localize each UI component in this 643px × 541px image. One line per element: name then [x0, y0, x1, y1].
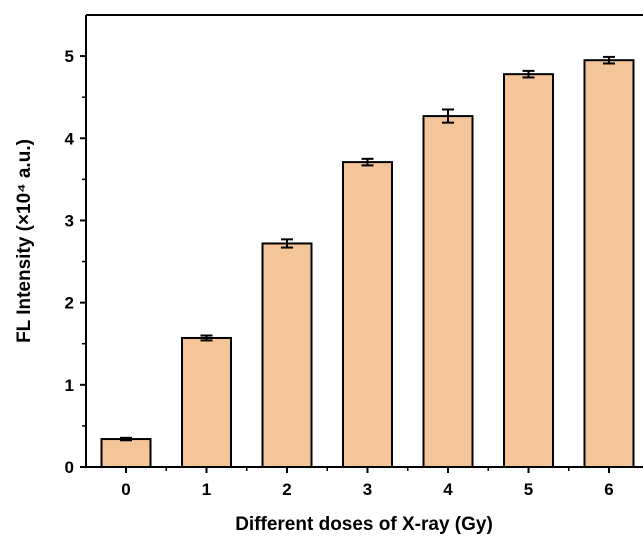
- y-tick-label: 3: [65, 211, 74, 230]
- x-tick-label: 1: [202, 480, 211, 499]
- bar-0: [100, 438, 152, 469]
- x-tick-label: 6: [604, 480, 613, 499]
- x-tick-label: 2: [282, 480, 291, 499]
- y-tick-label: 2: [65, 294, 74, 313]
- bar-3: [342, 161, 393, 468]
- y-axis-title: FL Intensity (×10⁴ a.u.): [14, 139, 35, 343]
- bar-6: [583, 59, 635, 468]
- y-ticks: 0 1 2 3 4 5: [65, 47, 86, 477]
- x-tick-label: 5: [524, 480, 533, 499]
- bar-2: [261, 242, 313, 468]
- axes: [85, 14, 643, 468]
- bar-4: [422, 115, 474, 468]
- bar-1: [181, 336, 232, 468]
- x-ticks: 0 1 2 3 4 5 6: [121, 467, 614, 499]
- y-tick-label: 4: [65, 129, 75, 148]
- x-axis-title: Different doses of X-ray (Gy): [235, 514, 493, 535]
- x-tick-label: 3: [363, 480, 372, 499]
- plot-area: [100, 55, 635, 469]
- y-tick-label: 1: [65, 376, 74, 395]
- x-tick-label: 4: [443, 480, 453, 499]
- bar-5: [503, 73, 554, 469]
- x-tick-label: 0: [121, 480, 130, 499]
- y-tick-label: 0: [65, 458, 74, 477]
- y-tick-label: 5: [65, 47, 74, 66]
